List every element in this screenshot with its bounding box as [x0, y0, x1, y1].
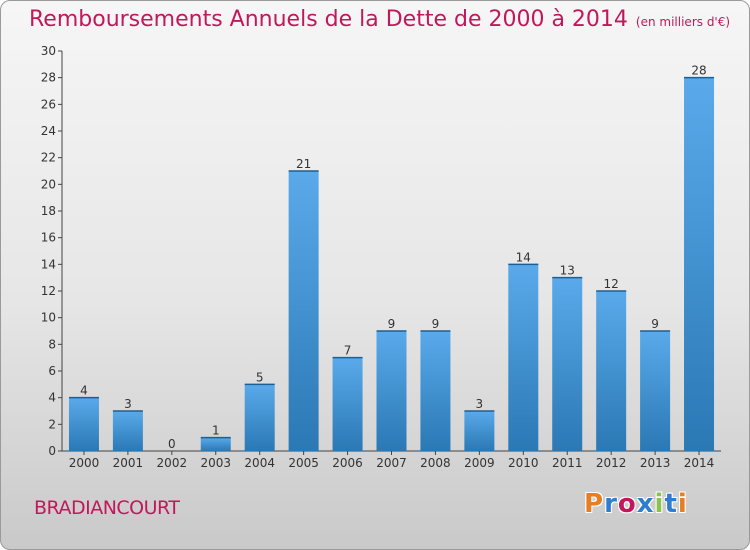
bar: [464, 411, 495, 451]
bar: [552, 277, 583, 451]
x-tick-label: 2007: [376, 456, 407, 470]
bar: [508, 264, 539, 451]
x-tick-label: 2009: [464, 456, 495, 470]
bar: [684, 77, 715, 452]
data-label: 7: [344, 344, 352, 358]
logo-letter: t: [664, 489, 678, 519]
y-tick-label: 26: [41, 97, 56, 111]
y-tick-label: 28: [41, 71, 56, 85]
y-tick-label: 8: [48, 337, 56, 351]
x-tick-label: 2005: [288, 456, 319, 470]
y-tick-label: 0: [48, 444, 56, 458]
x-tick-label: 2001: [113, 456, 144, 470]
proxiti-logo: Proxiti: [584, 489, 688, 519]
data-label: 0: [168, 437, 176, 451]
data-label: 5: [256, 370, 264, 384]
data-label: 13: [560, 264, 575, 278]
y-tick-label: 14: [41, 257, 56, 271]
bar: [332, 357, 363, 451]
x-tick-label: 2010: [508, 456, 539, 470]
x-tick-label: 2011: [552, 456, 583, 470]
x-tick-label: 2014: [684, 456, 715, 470]
bar: [200, 437, 231, 451]
logo-letter: o: [617, 489, 637, 519]
y-tick-label: 20: [41, 177, 56, 191]
x-tick-label: 2002: [157, 456, 188, 470]
data-label: 9: [432, 317, 440, 331]
bars-group: [68, 76, 715, 452]
data-label: 9: [651, 317, 659, 331]
x-tick-label: 2004: [244, 456, 275, 470]
y-tick-label: 10: [41, 311, 56, 325]
y-tick-label: 4: [48, 391, 56, 405]
bar: [420, 331, 451, 451]
logo-letter: i: [654, 489, 665, 519]
logo-letter: P: [584, 489, 605, 519]
data-label: 12: [604, 277, 619, 291]
chart-title: Remboursements Annuels de la Dette de 20…: [29, 7, 730, 32]
labels-group: 4 2000 3 2001 0 2002 1 2003 5 2004 21 2005 7 2006 9 200…: [69, 64, 715, 470]
x-tick-label: 2012: [596, 456, 627, 470]
data-label: 14: [516, 250, 531, 264]
y-tick-label: 18: [41, 204, 56, 218]
data-label: 4: [80, 384, 88, 398]
town-name: BRADIANCOURT: [34, 497, 180, 519]
y-tick-label: 2: [48, 417, 56, 431]
data-label: 3: [476, 397, 484, 411]
x-tick-label: 2008: [420, 456, 451, 470]
bar: [376, 331, 407, 451]
x-tick-label: 2000: [69, 456, 100, 470]
y-tick-label: 22: [41, 151, 56, 165]
bar: [596, 291, 627, 451]
logo-letter: x: [636, 489, 655, 519]
data-label: 1: [212, 424, 220, 438]
x-tick-label: 2013: [640, 456, 671, 470]
y-tick-label: 6: [48, 364, 56, 378]
logo-letter: i: [677, 489, 688, 519]
data-label: 28: [691, 64, 706, 78]
bar: [112, 411, 143, 451]
y-tick-label: 16: [41, 231, 56, 245]
x-tick-label: 2006: [332, 456, 363, 470]
y-tick-label: 24: [41, 124, 56, 138]
data-label: 3: [124, 397, 132, 411]
y-tick-label: 30: [41, 44, 56, 58]
x-tick-label: 2003: [200, 456, 231, 470]
logo-letter: r: [604, 489, 618, 519]
title-text: Remboursements Annuels de la Dette de 20…: [29, 7, 628, 32]
bar: [288, 171, 319, 451]
data-label: 21: [296, 157, 311, 171]
bar: [68, 397, 99, 451]
data-label: 9: [388, 317, 396, 331]
bar: [640, 331, 671, 451]
y-tick-label: 12: [41, 284, 56, 298]
chart-subtitle: (en milliers d'€): [635, 15, 731, 29]
bar: [244, 384, 275, 451]
